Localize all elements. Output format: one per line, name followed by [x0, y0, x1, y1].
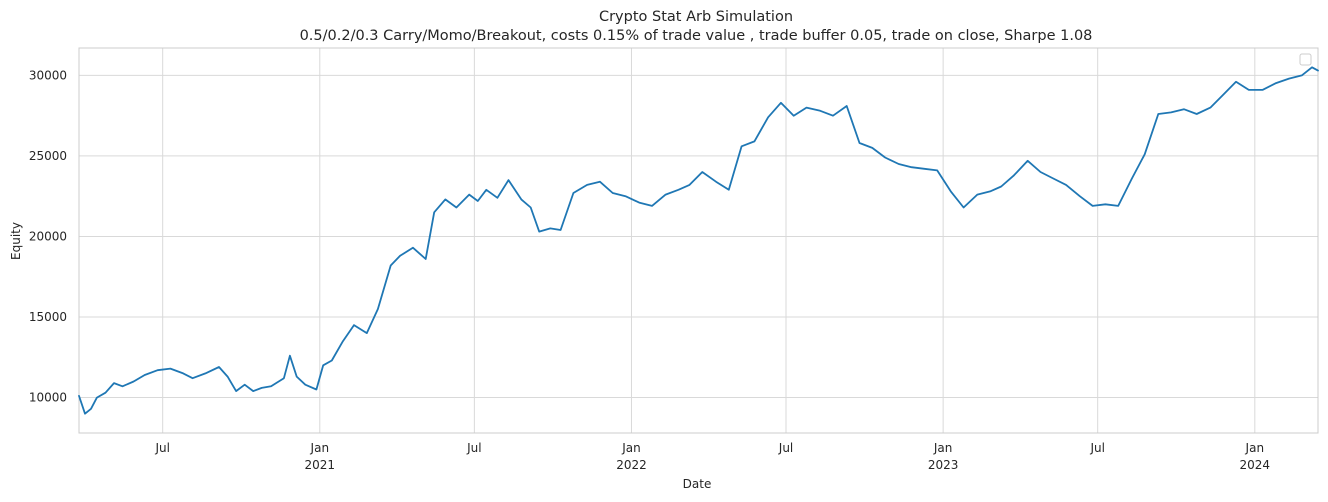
y-tick-label: 20000: [29, 229, 67, 243]
x-tick-label: Jul: [1089, 441, 1104, 455]
y-tick-label: 10000: [29, 391, 67, 405]
x-tick-year-label: 2023: [928, 458, 959, 472]
x-tick-year-label: 2021: [305, 458, 336, 472]
grid-layer: [79, 48, 1318, 433]
equity-line: [78, 66, 1319, 415]
x-tick-label: Jan: [621, 441, 641, 455]
chart-subtitle: 0.5/0.2/0.3 Carry/Momo/Breakout, costs 0…: [300, 28, 1093, 44]
series-layer: [78, 66, 1319, 415]
x-axis-label: Date: [683, 477, 712, 491]
x-tick-label: Jan: [933, 441, 953, 455]
y-tick-label: 25000: [29, 149, 67, 163]
legend-box: [1299, 53, 1312, 66]
y-tick-label: 15000: [29, 310, 67, 324]
x-tick-label: Jul: [778, 441, 793, 455]
tick-layer: 10000 15000 20000 25000 30000 Jul Jan 2021 Jul Ja…: [29, 68, 1270, 472]
y-axis-label: Equity: [9, 222, 23, 260]
x-tick-label: Jul: [154, 441, 169, 455]
plot-frame: [78, 47, 1319, 434]
x-tick-label: Jan: [1245, 441, 1265, 455]
y-tick-label: 30000: [29, 68, 67, 82]
x-tick-label: Jul: [466, 441, 481, 455]
chart-title: Crypto Stat Arb Simulation: [599, 9, 793, 25]
x-tick-year-label: 2024: [1240, 458, 1271, 472]
x-tick-year-label: 2022: [616, 458, 647, 472]
x-tick-label: Jan: [310, 441, 330, 455]
